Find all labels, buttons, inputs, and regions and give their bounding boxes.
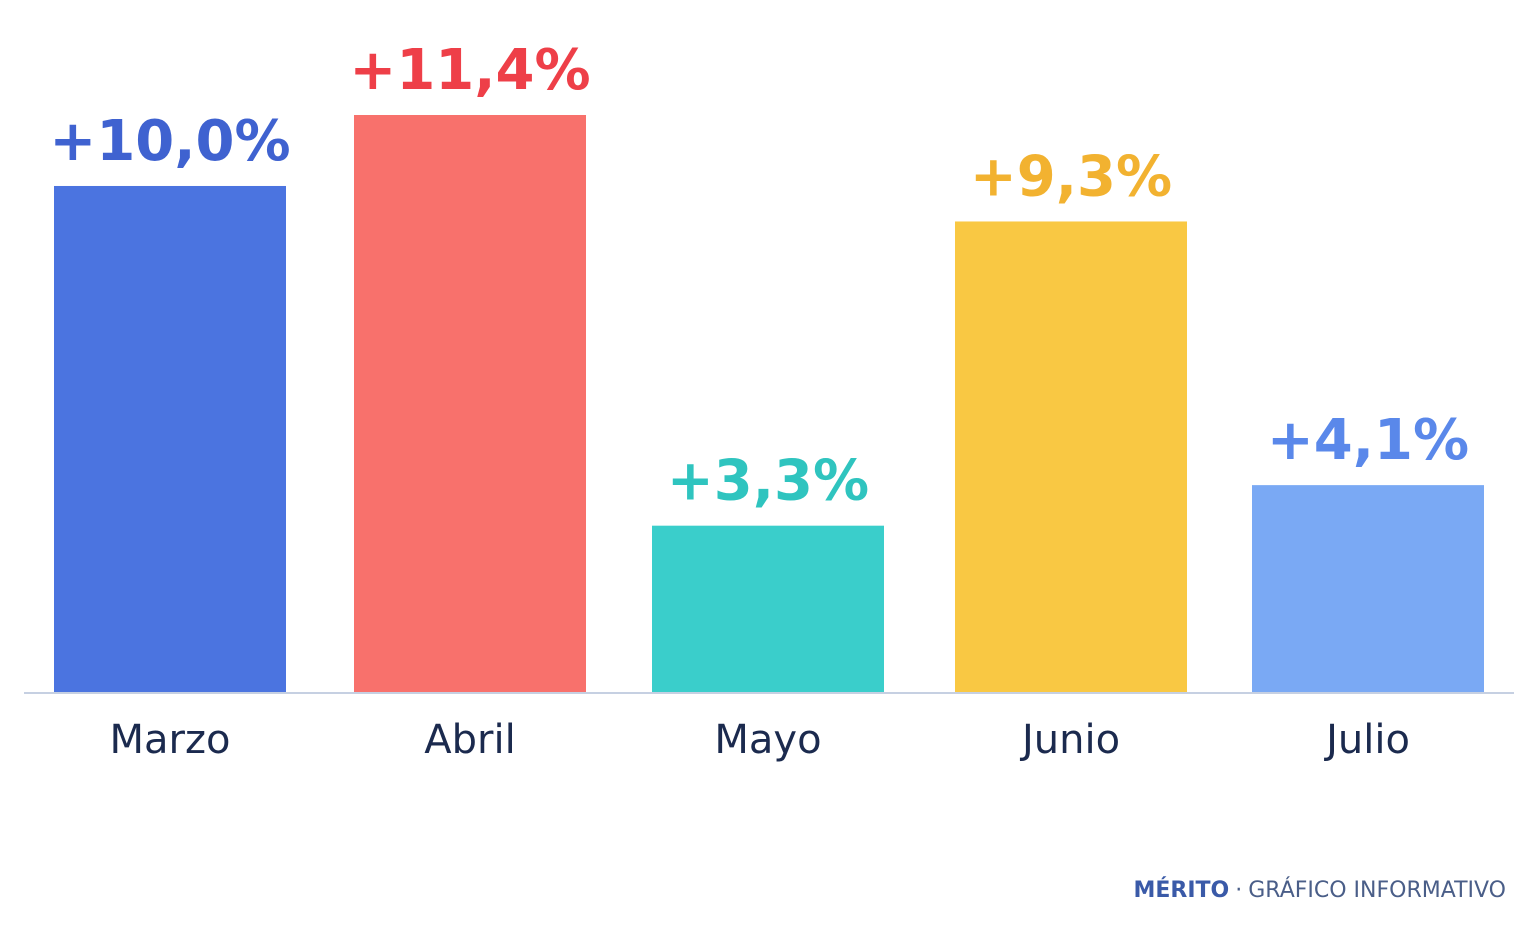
category-label-julio: Julio [1323, 717, 1410, 763]
value-labels-group: +10,0% +11,4% +3,3% +9,3% +4,1% [49, 38, 1469, 514]
footer-brand: MÉRITO [1133, 878, 1230, 903]
value-label-mayo: +3,3% [667, 449, 869, 514]
value-label-abril: +11,4% [349, 38, 590, 103]
value-label-junio: +9,3% [970, 144, 1172, 209]
bars-group [54, 115, 1484, 693]
footer-separator: · [1235, 878, 1243, 903]
category-label-marzo: Marzo [110, 717, 231, 763]
bar-mayo [652, 525, 884, 693]
bar-marzo [54, 185, 286, 693]
bar-julio [1252, 485, 1484, 693]
footer-caption: GRÁFICO INFORMATIVO [1248, 878, 1506, 903]
bar-abril [354, 115, 586, 693]
category-label-junio: Junio [1019, 717, 1120, 763]
value-label-marzo: +10,0% [49, 109, 290, 174]
bar-junio [955, 221, 1187, 693]
category-labels-group: Marzo Abril Mayo Junio Julio [110, 717, 1410, 763]
category-label-abril: Abril [424, 717, 515, 763]
value-label-julio: +4,1% [1267, 408, 1469, 473]
footer-credit: MÉRITO · GRÁFICO INFORMATIVO [1133, 876, 1506, 906]
category-label-mayo: Mayo [714, 717, 821, 763]
